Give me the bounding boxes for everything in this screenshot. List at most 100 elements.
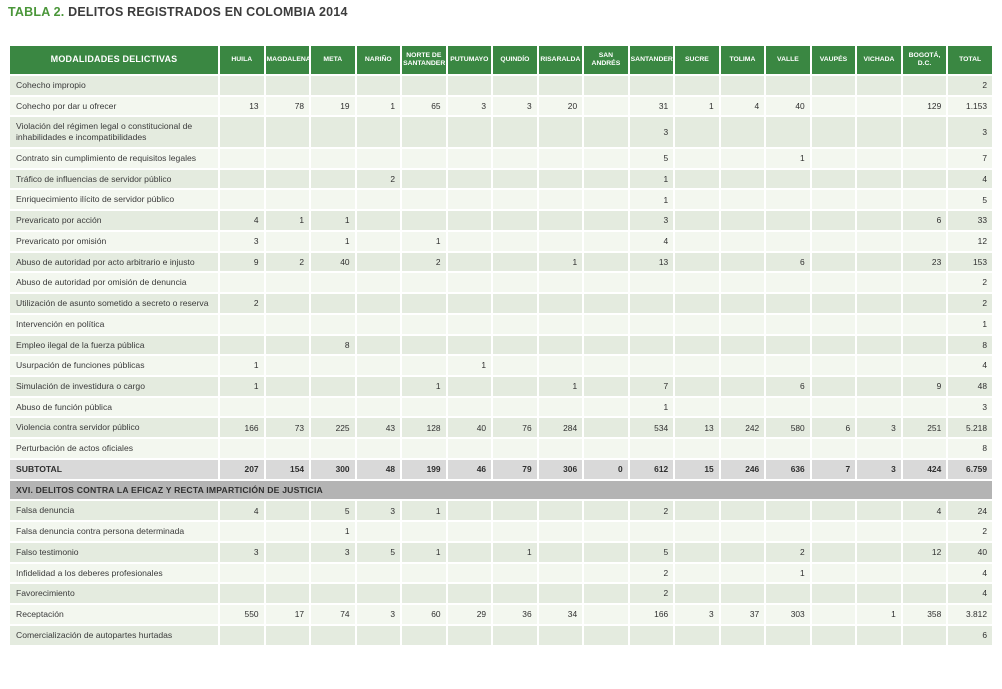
cell-value [857, 377, 901, 396]
cell-value [720, 563, 765, 583]
cell-value [265, 294, 310, 313]
cell-value [857, 76, 901, 95]
cell-value [811, 314, 856, 334]
cell-value [493, 76, 537, 95]
cell-value [265, 169, 310, 189]
cell-value [857, 542, 901, 562]
cell-value [356, 231, 401, 251]
cell-value: 8 [311, 335, 355, 355]
cell-value [356, 190, 401, 210]
cell-value: 4 [902, 501, 947, 521]
cell-value [538, 190, 583, 210]
cell-value [311, 117, 355, 147]
row-label: Comercialización de autopartes hurtadas [10, 625, 218, 645]
cell-value [356, 252, 401, 272]
cell-value [538, 169, 583, 189]
cell-value [265, 273, 310, 293]
cell-value [675, 522, 719, 541]
cell-value [311, 584, 355, 604]
cell-value: 24 [948, 501, 992, 521]
row-label: Abuso de autoridad por omisión de denunc… [10, 273, 218, 293]
cell-value [447, 231, 492, 251]
cell-value [584, 522, 628, 541]
cell-value: 2 [356, 169, 401, 189]
cell-value [675, 542, 719, 562]
cell-value [720, 335, 765, 355]
cell-value: 246 [720, 459, 765, 479]
cell-value: 199 [402, 459, 446, 479]
cell-value [356, 522, 401, 541]
cell-value [447, 377, 492, 396]
cell-value [675, 148, 719, 168]
cell-value [902, 356, 947, 376]
cell-value [311, 190, 355, 210]
cell-value: 19 [311, 96, 355, 116]
cell-value: 550 [220, 605, 264, 624]
cell-value [584, 190, 628, 210]
cell-value [675, 501, 719, 521]
cell-value [902, 117, 947, 147]
table-row: Falsa denuncia contra persona determinad… [10, 522, 992, 541]
column-header: MAGDALENA [265, 46, 311, 74]
cell-value: 8 [948, 335, 992, 355]
row-label: Falsa denuncia [10, 501, 218, 521]
cell-value [584, 148, 628, 168]
cell-value [811, 335, 856, 355]
cell-value [493, 501, 537, 521]
cell-value [857, 584, 901, 604]
cell-value: 4 [720, 96, 765, 116]
cell-value [220, 169, 264, 189]
cell-value: 1 [766, 148, 810, 168]
cell-value: 3 [948, 397, 992, 417]
cell-value: 3 [629, 117, 674, 147]
page: TABLA 2. DELITOS REGISTRADOS EN COLOMBIA… [8, 5, 994, 647]
table-row: Usurpación de funciones públicas 1 1 4 [10, 356, 992, 376]
cell-value [584, 377, 628, 396]
cell-value [675, 211, 719, 230]
cell-value [902, 335, 947, 355]
cell-value: 166 [629, 605, 674, 624]
cell-value: 2 [629, 501, 674, 521]
cell-value [857, 314, 901, 334]
cell-value [402, 294, 446, 313]
cell-value [811, 522, 856, 541]
cell-value [538, 335, 583, 355]
cell-value [902, 231, 947, 251]
column-header: VICHADA [857, 46, 901, 74]
cell-value [675, 584, 719, 604]
cell-value [447, 169, 492, 189]
cell-value [720, 190, 765, 210]
cell-value [402, 522, 446, 541]
row-label: Prevaricato por omisión [10, 231, 218, 251]
cell-value: 1 [538, 252, 583, 272]
cell-value [538, 439, 583, 458]
cell-value [402, 397, 446, 417]
cell-value [538, 501, 583, 521]
cell-value [811, 252, 856, 272]
cell-value: 2 [948, 76, 992, 95]
cell-value: 1 [857, 605, 901, 624]
cell-value: 3 [356, 605, 401, 624]
cell-value: 8 [948, 439, 992, 458]
cell-value [857, 252, 901, 272]
cell-value [493, 169, 537, 189]
cell-value [538, 148, 583, 168]
cell-value [766, 356, 810, 376]
cell-value [265, 625, 310, 645]
cell-value [720, 76, 765, 95]
cell-value [402, 439, 446, 458]
cell-value [493, 190, 537, 210]
cell-value [720, 542, 765, 562]
cell-value [311, 148, 355, 168]
cell-value: 154 [265, 459, 310, 479]
column-header: SUCRE [675, 46, 719, 74]
row-label: Violación del régimen legal o constituci… [10, 117, 218, 147]
cell-value: 76 [493, 418, 537, 438]
cell-value: 23 [902, 252, 947, 272]
cell-value: 46 [447, 459, 492, 479]
cell-value: 1 [447, 356, 492, 376]
table-row: Perturbación de actos oficiales 8 [10, 439, 992, 458]
row-label: Violencia contra servidor público [10, 418, 218, 438]
cell-value [857, 356, 901, 376]
cell-value: 40 [447, 418, 492, 438]
